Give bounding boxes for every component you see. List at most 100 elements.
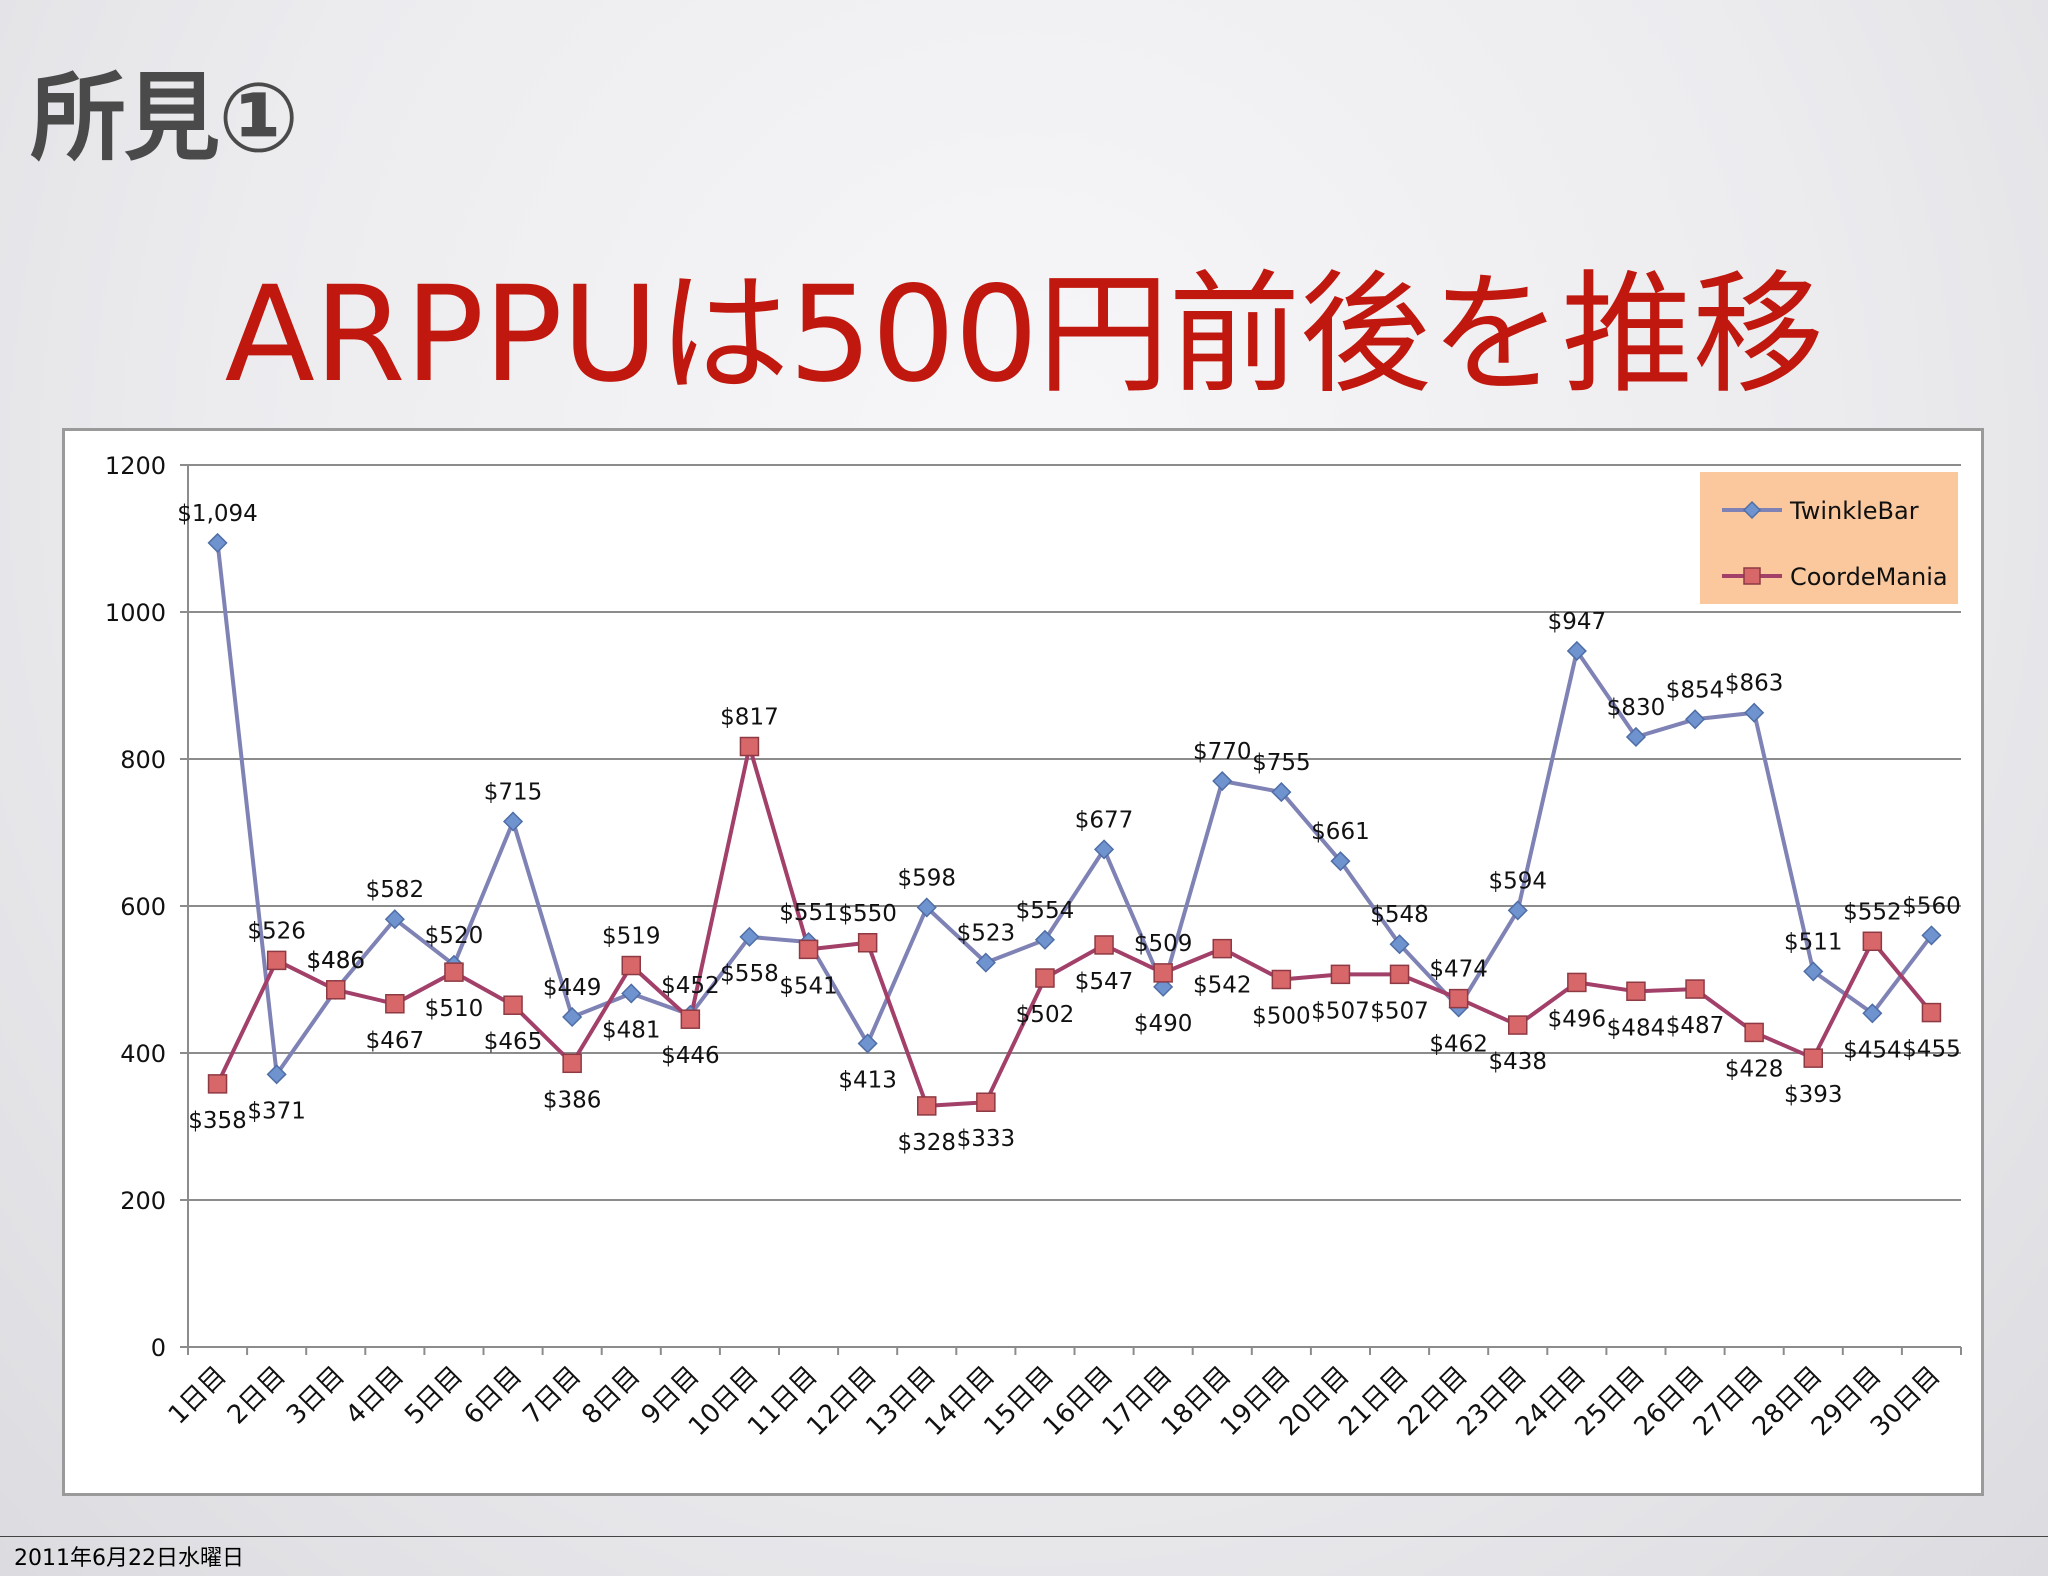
- coordemania-data-label: $509: [1134, 931, 1193, 957]
- coordemania-data-label: $446: [661, 1043, 720, 1069]
- twinklebar-point: [1507, 900, 1528, 921]
- coordemania-data-label: $486: [306, 948, 365, 974]
- twinklebar-data-label: $863: [1725, 671, 1784, 697]
- twinklebar-data-label: $598: [897, 865, 956, 891]
- twinklebar-point: [266, 1064, 287, 1085]
- twinklebar-data-label: $371: [247, 1098, 306, 1124]
- coordemania-data-label: $552: [1843, 899, 1902, 925]
- footer-date: 2011年6月22日水曜日: [14, 1546, 244, 1571]
- twinklebar-data-label: $462: [1429, 1031, 1488, 1057]
- y-tick-label: 1000: [105, 599, 166, 627]
- twinklebar-data-label: $551: [779, 900, 838, 926]
- footer-divider: [0, 1536, 2048, 1537]
- coordemania-point: [326, 980, 346, 1000]
- coordemania-data-label: $474: [1429, 957, 1488, 983]
- slide-headline: ARPPUは500円前後を推移: [224, 258, 1825, 412]
- legend-marker-coordemania: [1743, 567, 1761, 585]
- coordemania-point: [1803, 1048, 1823, 1068]
- coordemania-data-label: $467: [366, 1028, 425, 1054]
- arppu-line-chart: 0 200 400 600 800 1000 1200 1日目2日目3日目4日目5日目6日目7…: [105, 452, 1962, 1442]
- twinklebar-point: [562, 1006, 583, 1028]
- coordemania-point: [266, 950, 287, 971]
- series-line-coordemania: [215, 744, 1934, 1108]
- coordemania-point: [1744, 1022, 1764, 1043]
- twinklebar-point: [1212, 770, 1233, 792]
- twinklebar-point: [857, 1033, 878, 1054]
- coordemania-point: [1448, 988, 1469, 1009]
- coordemania-data-label: $333: [957, 1126, 1016, 1152]
- coordemania-data-label: $496: [1548, 1006, 1607, 1032]
- twinklebar-data-label: $560: [1902, 893, 1961, 919]
- twinklebar-data-label: $770: [1193, 739, 1252, 765]
- chart-frame: 0 200 400 600 800 1000 1200 1日目 2日目 3日目 4日目 5日目 6日目 7…: [62, 428, 1984, 1496]
- twinklebar-data-label: $594: [1488, 868, 1547, 894]
- twinklebar-data-label: $413: [838, 1067, 897, 1093]
- twinklebar-data-label: $755: [1252, 750, 1311, 776]
- coordemania-point: [1626, 981, 1646, 1002]
- y-tick-label: 0: [151, 1334, 166, 1362]
- twinklebar-point: [1625, 726, 1647, 748]
- legend-label: CoordeMania: [1790, 563, 1948, 591]
- twinklebar-data-label: $452: [661, 973, 720, 999]
- twinklebar-point: [207, 532, 228, 553]
- x-tick-label: 3日目: [281, 1361, 351, 1431]
- x-tick-label: 7日目: [517, 1361, 587, 1431]
- twinklebar-data-label: $677: [1075, 807, 1134, 833]
- coordemania-data-label: $526: [247, 918, 306, 944]
- coordemania-data-label: $487: [1666, 1013, 1725, 1039]
- legend-marker-twinklebar: [1742, 500, 1762, 520]
- coordemania-data-label: $510: [425, 996, 484, 1022]
- coordemania-data-label: $817: [720, 705, 779, 731]
- coordemania-data-label: $550: [838, 901, 897, 927]
- twinklebar-data-label: $523: [957, 921, 1016, 947]
- coordemania-data-label: $547: [1075, 969, 1134, 995]
- coordemania-point: [1685, 979, 1705, 999]
- y-tick-label: 600: [120, 893, 166, 921]
- coordemania-point: [1862, 931, 1883, 952]
- twinklebar-point: [739, 926, 760, 947]
- coordemania-point: [385, 994, 405, 1014]
- legend-label: TwinkleBar: [1789, 497, 1919, 525]
- coordemania-point: [1271, 969, 1292, 990]
- twinklebar-point: [1034, 929, 1056, 950]
- twinklebar-data-label: $511: [1784, 929, 1843, 955]
- twinklebar-point: [1330, 851, 1351, 872]
- coordemania-data-label: $502: [1016, 1002, 1075, 1028]
- twinklebar-point: [384, 909, 405, 930]
- twinklebar-data-label: $854: [1666, 677, 1725, 703]
- twinklebar-point: [975, 952, 996, 973]
- coordemania-data-label: $500: [1252, 1004, 1311, 1030]
- twinklebar-data-label: $548: [1370, 902, 1429, 928]
- coordemania-point: [562, 1053, 582, 1074]
- coordemania-point: [857, 933, 878, 953]
- coordemania-data-label: $393: [1784, 1082, 1843, 1108]
- coordemania-data-label: $507: [1370, 998, 1429, 1024]
- coordemania-data-label: $386: [543, 1087, 602, 1113]
- coordemania-point: [976, 1092, 996, 1112]
- coordemania-point: [1212, 938, 1232, 959]
- coordemania-data-label: $484: [1607, 1015, 1666, 1041]
- coordemania-data-label: $519: [602, 924, 661, 950]
- y-tick-label: 1200: [105, 452, 166, 480]
- x-tick-label: 8日目: [577, 1361, 647, 1431]
- twinklebar-point: [1921, 925, 1942, 946]
- coordemania-point: [503, 995, 523, 1015]
- twinklebar-data-label: $558: [720, 961, 779, 987]
- page-title: 所見①: [30, 62, 299, 174]
- coordemania-data-label: $541: [779, 973, 838, 999]
- y-tick-label: 200: [120, 1187, 166, 1215]
- twinklebar-data-label: $454: [1843, 1037, 1902, 1063]
- coordemania-point: [680, 1009, 701, 1029]
- legend-box: [1700, 472, 1958, 604]
- twinklebar-data-label: $486: [306, 948, 365, 974]
- twinklebar-data-label: $449: [543, 975, 602, 1001]
- twinklebar-point: [1566, 640, 1587, 662]
- coordemania-data-label: $438: [1488, 1049, 1547, 1075]
- coordemania-point: [1508, 1015, 1528, 1035]
- twinklebar-data-label: $661: [1311, 819, 1370, 845]
- coordemania-point: [207, 1074, 228, 1094]
- coordemania-point: [1035, 968, 1055, 988]
- twinklebar-point: [1744, 702, 1765, 723]
- twinklebar-data-label: $554: [1016, 898, 1075, 924]
- twinklebar-point: [1803, 961, 1824, 982]
